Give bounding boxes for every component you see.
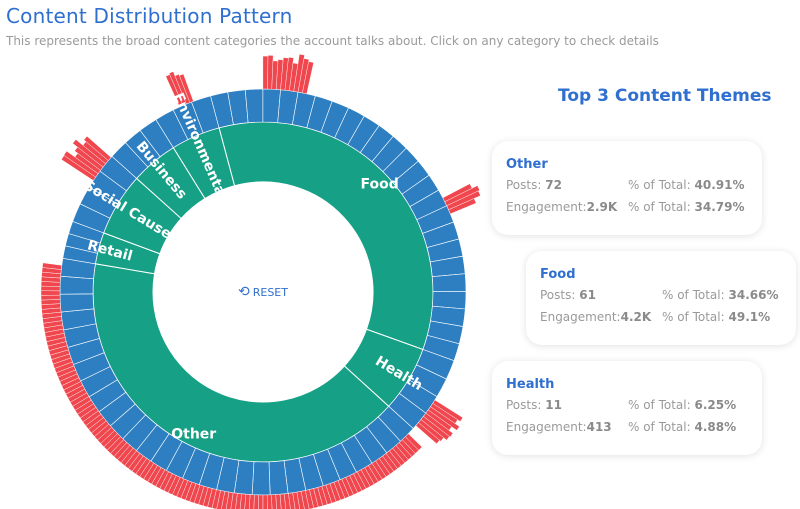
refresh-icon: ⟲ — [238, 284, 250, 300]
reset-label: RESET — [252, 285, 288, 299]
outer-segment-other[interactable] — [266, 494, 273, 509]
posts-stat: Posts: 11 — [506, 398, 562, 412]
outer-segment-other[interactable] — [262, 494, 268, 509]
theme-card-name: Health — [506, 377, 555, 392]
outer-segment-other[interactable] — [40, 290, 61, 296]
theme-card-name: Food — [540, 267, 576, 282]
outer-segment-social-cause[interactable] — [83, 135, 112, 161]
theme-card-food[interactable]: Food Posts: 61 % of Total: 34.66% Engage… — [526, 251, 796, 345]
outer-segment-other[interactable] — [40, 285, 61, 292]
posts-stat: Posts: 61 — [540, 288, 596, 302]
theme-card-other[interactable]: Other Posts: 72 % of Total: 40.91% Engag… — [492, 141, 762, 235]
reset-button[interactable]: ⟲ RESET — [238, 285, 288, 299]
middle-segment-other[interactable] — [59, 275, 94, 295]
posts-pct-stat: % of Total: 40.91% — [628, 178, 745, 192]
middle-segment-other[interactable] — [251, 461, 271, 496]
middle-segment-environmental[interactable] — [191, 95, 220, 134]
outer-segment-health[interactable] — [415, 422, 440, 445]
middle-segment-food[interactable] — [431, 273, 467, 292]
middle-segment-other[interactable] — [59, 293, 95, 313]
posts-pct-stat: % of Total: 6.25% — [628, 398, 737, 412]
posts-stat: Posts: 72 — [506, 178, 562, 192]
outer-segment-other[interactable] — [258, 494, 264, 509]
engagement-stat: Engagement:413 — [506, 420, 612, 434]
outer-segment-food[interactable] — [302, 61, 314, 95]
outer-segment-food[interactable] — [448, 198, 477, 215]
theme-card-health[interactable]: Health Posts: 11 % of Total: 6.25% Engag… — [492, 361, 762, 455]
page-subtitle: This represents the broad content catego… — [6, 34, 659, 48]
engagement-pct-stat: % of Total: 49.1% — [662, 310, 771, 324]
middle-segment-food[interactable] — [244, 88, 264, 123]
engagement-pct-stat: % of Total: 34.79% — [628, 200, 745, 214]
page-title: Content Distribution Pattern — [6, 4, 293, 28]
theme-card-name: Other — [506, 157, 548, 172]
outer-segment-other[interactable] — [40, 294, 61, 301]
outer-segment-other[interactable] — [40, 299, 61, 305]
themes-title: Top 3 Content Themes — [558, 86, 772, 106]
category-label-other: Other — [171, 427, 216, 443]
category-label-food: Food — [361, 177, 399, 193]
engagement-pct-stat: % of Total: 4.88% — [628, 420, 737, 434]
outer-segment-environmental[interactable] — [179, 73, 194, 103]
engagement-stat: Engagement:2.9K — [506, 200, 618, 214]
engagement-stat: Engagement:4.2K — [540, 310, 652, 324]
outer-segment-other[interactable] — [42, 262, 62, 270]
middle-segment-food[interactable] — [432, 291, 467, 310]
posts-pct-stat: % of Total: 34.66% — [662, 288, 779, 302]
